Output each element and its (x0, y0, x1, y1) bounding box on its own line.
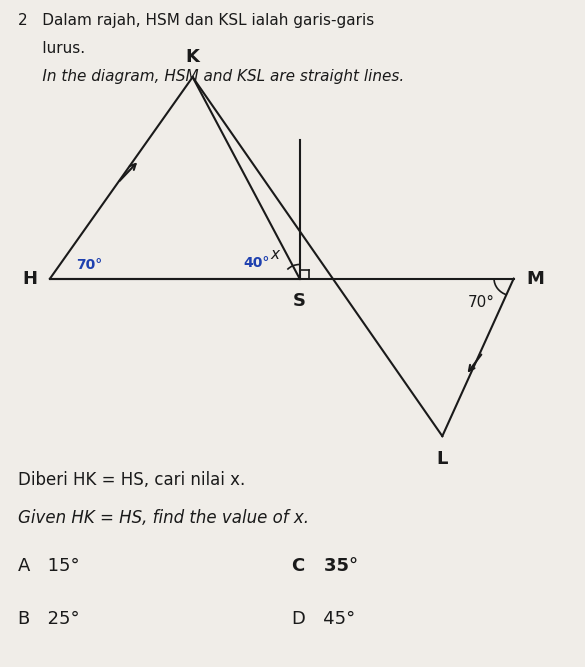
Text: K: K (185, 48, 199, 66)
Text: 2   Dalam rajah, HSM dan KSL ialah garis-garis: 2 Dalam rajah, HSM dan KSL ialah garis-g… (18, 13, 374, 27)
Text: H: H (22, 269, 37, 287)
Text: Diberi HK = HS, cari nilai x.: Diberi HK = HS, cari nilai x. (18, 472, 245, 489)
Text: L: L (436, 450, 448, 468)
Text: D   45°: D 45° (292, 610, 356, 628)
Text: C   35°: C 35° (292, 557, 359, 574)
Text: A   15°: A 15° (18, 557, 79, 574)
Text: 70°: 70° (76, 258, 102, 271)
Text: Given HK = HS, find the value of x.: Given HK = HS, find the value of x. (18, 509, 308, 526)
Text: x: x (270, 247, 279, 262)
Text: S: S (293, 292, 306, 310)
Text: In the diagram, HSM and KSL are straight lines.: In the diagram, HSM and KSL are straight… (18, 69, 404, 83)
Text: M: M (526, 269, 545, 287)
Text: 40°: 40° (243, 256, 270, 270)
Text: 70°: 70° (468, 295, 495, 310)
Text: lurus.: lurus. (18, 41, 85, 55)
Text: B   25°: B 25° (18, 610, 79, 628)
